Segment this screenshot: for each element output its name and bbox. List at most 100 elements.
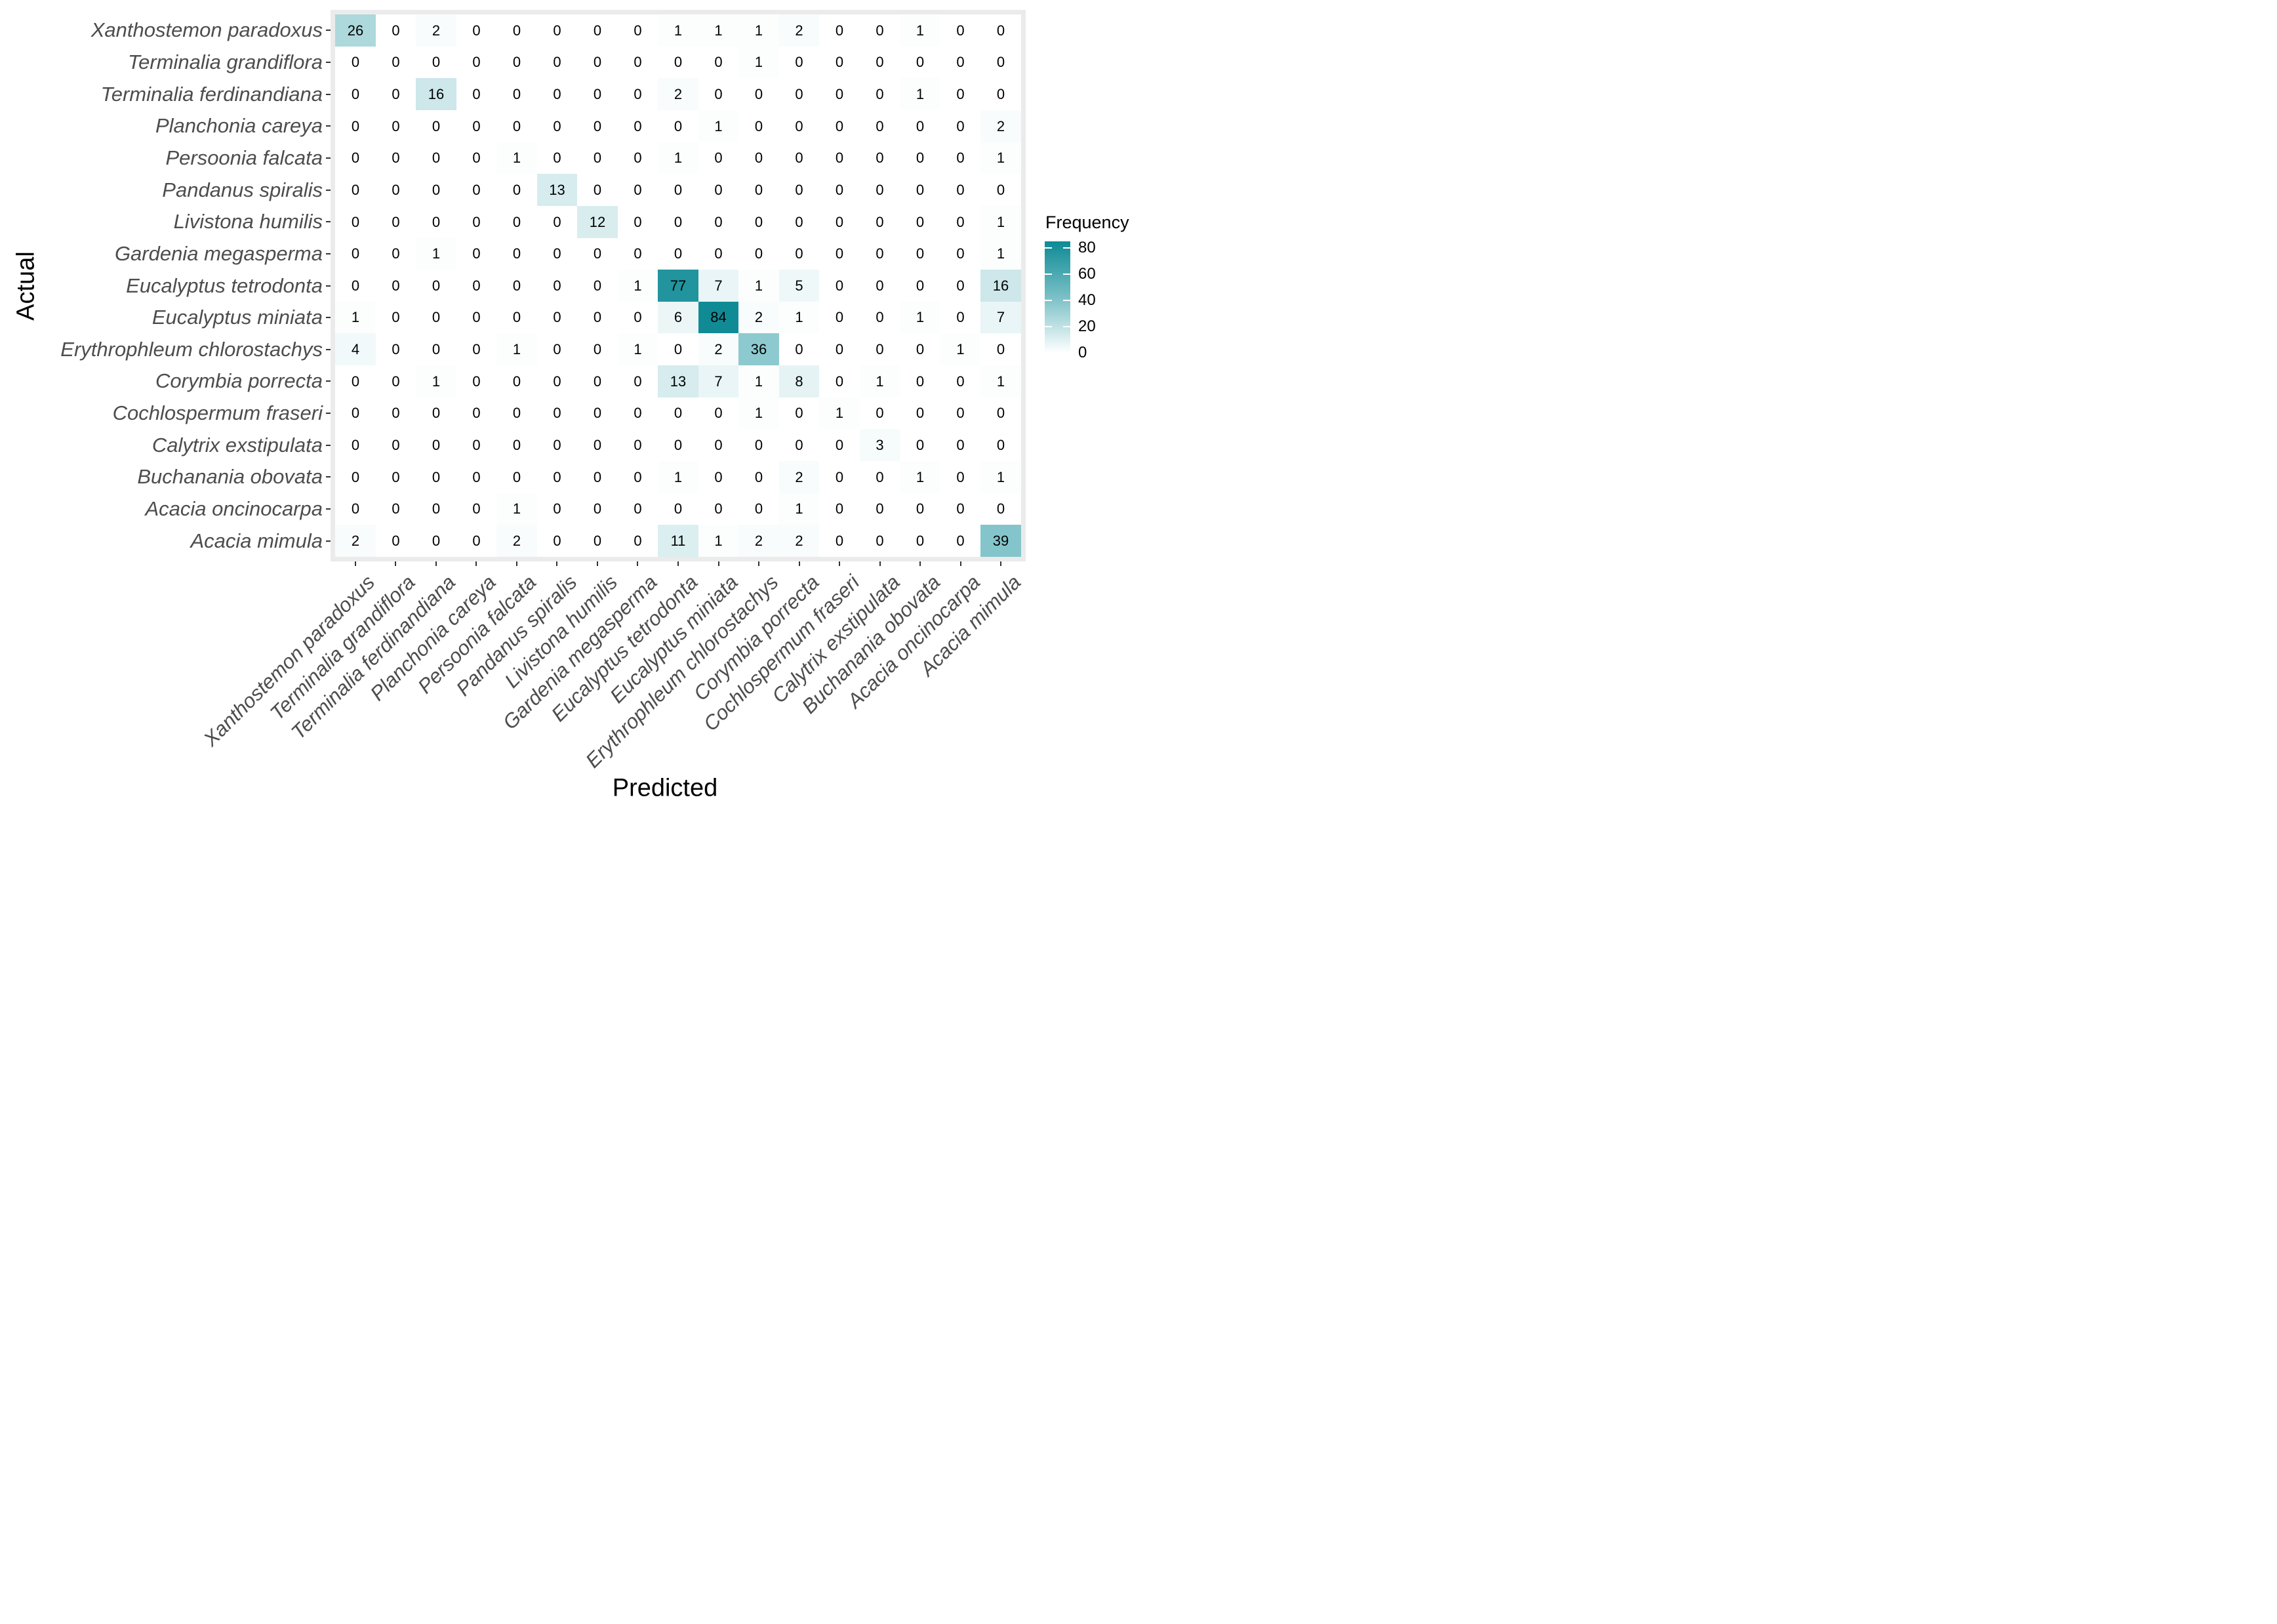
heatmap-cell: 0 [779,142,819,174]
heatmap-cell: 0 [698,78,738,110]
heatmap-cell: 0 [738,78,779,110]
heatmap-cell: 0 [618,14,658,47]
heatmap-cell: 0 [496,429,537,461]
y-axis-label: Terminalia ferdinandiana [100,83,323,106]
heatmap-cell: 0 [335,270,376,302]
heatmap-cell: 0 [376,302,416,333]
heatmap-cell: 0 [980,397,1021,429]
y-axis-tick [326,94,331,95]
heatmap-cell: 0 [456,525,496,557]
y-axis-tick [326,413,331,414]
heatmap-cell: 0 [738,174,779,206]
y-axis-tick [326,125,331,127]
heatmap-cell: 0 [335,238,376,270]
heatmap-cell: 1 [738,397,779,429]
heatmap-cell: 0 [416,47,456,78]
heatmap-cell: 0 [819,206,860,238]
heatmap-cell: 0 [618,493,658,525]
heatmap-cell: 1 [496,333,537,365]
heatmap-cell: 0 [577,461,618,493]
heatmap-cell: 0 [537,302,577,333]
heatmap-cell: 1 [658,14,698,47]
heatmap-cell: 2 [658,78,698,110]
heatmap-cell: 1 [738,270,779,302]
heatmap-cell: 0 [496,174,537,206]
heatmap-cell: 0 [779,78,819,110]
heatmap-cell: 0 [376,461,416,493]
heatmap-cell: 2 [779,461,819,493]
heatmap-cell: 1 [940,333,980,365]
heatmap-cell: 3 [860,429,900,461]
heatmap-cell: 1 [416,238,456,270]
heatmap-cell: 0 [456,461,496,493]
heatmap-cell: 0 [698,238,738,270]
heatmap-cell: 8 [779,365,819,397]
heatmap-cell: 0 [618,174,658,206]
heatmap-cell: 0 [819,78,860,110]
heatmap-cell: 0 [900,174,940,206]
heatmap-cell: 0 [900,142,940,174]
heatmap-cell: 0 [537,47,577,78]
heatmap-cell: 0 [537,525,577,557]
heatmap-cell: 5 [779,270,819,302]
heatmap-cell: 0 [940,493,980,525]
legend-gradient-bar [1045,241,1070,353]
heatmap-cell: 0 [698,47,738,78]
heatmap-cell: 0 [416,429,456,461]
heatmap-cell: 0 [577,429,618,461]
heatmap-cell: 0 [900,397,940,429]
heatmap-cell: 7 [698,270,738,302]
heatmap-cell: 0 [618,461,658,493]
heatmap-cell: 0 [416,206,456,238]
x-axis-tick [960,561,961,566]
heatmap-cell: 0 [335,78,376,110]
heatmap-cell: 16 [980,270,1021,302]
heatmap-cell: 0 [537,142,577,174]
heatmap-cell: 0 [860,238,900,270]
heatmap-cell: 0 [940,461,980,493]
heatmap-cell: 0 [537,333,577,365]
y-axis-label: Erythrophleum chlorostachys [60,338,323,361]
heatmap-cell: 0 [738,206,779,238]
heatmap-cell: 1 [658,461,698,493]
heatmap-cell: 0 [738,110,779,142]
heatmap-cell: 0 [658,493,698,525]
heatmap-cell: 0 [496,302,537,333]
heatmap-cell: 0 [779,110,819,142]
heatmap-cell: 1 [416,365,456,397]
y-axis-label: Eucalyptus miniata [151,306,323,329]
heatmap-cell: 1 [738,14,779,47]
x-axis-tick [718,561,719,566]
x-axis-tick [435,561,437,566]
x-axis-title: Predicted [612,774,718,802]
heatmap-cell: 0 [900,365,940,397]
y-axis-tick [326,540,331,542]
heatmap-cell: 0 [980,493,1021,525]
heatmap-cell: 0 [376,493,416,525]
heatmap-cell: 0 [537,14,577,47]
heatmap-cell: 0 [376,333,416,365]
heatmap-cell: 77 [658,270,698,302]
heatmap-cell: 0 [376,78,416,110]
y-axis-tick [326,253,331,254]
heatmap-cell: 0 [618,47,658,78]
heatmap-cell: 0 [860,302,900,333]
heatmap-cell: 1 [900,461,940,493]
heatmap-cell: 0 [738,238,779,270]
y-axis-label: Pandanus spiralis [162,178,323,201]
heatmap-cell: 0 [980,78,1021,110]
heatmap-cell: 84 [698,302,738,333]
heatmap-cell: 0 [658,47,698,78]
heatmap-cell: 0 [940,78,980,110]
heatmap-cell: 0 [416,142,456,174]
heatmap-cell: 7 [980,302,1021,333]
heatmap-cell: 2 [980,110,1021,142]
heatmap-cell: 0 [698,429,738,461]
heatmap-cell: 0 [376,270,416,302]
heatmap-cell: 0 [335,365,376,397]
x-axis-tick [556,561,557,566]
heatmap-cell: 0 [738,461,779,493]
x-axis-tick [475,561,477,566]
heatmap-cell: 0 [860,14,900,47]
heatmap-cell: 0 [456,270,496,302]
